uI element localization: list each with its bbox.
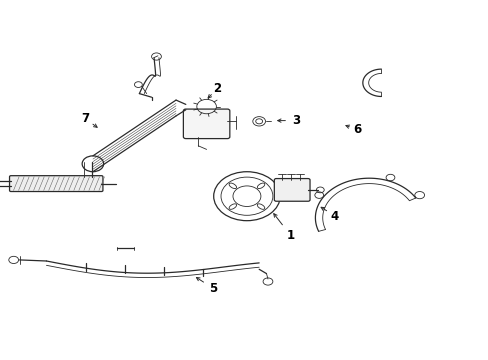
Text: 2: 2 — [213, 82, 221, 95]
Text: 6: 6 — [352, 123, 360, 136]
Text: 4: 4 — [330, 210, 338, 222]
Ellipse shape — [257, 204, 264, 209]
FancyBboxPatch shape — [274, 179, 309, 201]
Text: 1: 1 — [286, 229, 294, 242]
Text: 5: 5 — [208, 282, 216, 294]
Text: 7: 7 — [81, 112, 89, 125]
Ellipse shape — [257, 183, 264, 189]
FancyBboxPatch shape — [183, 109, 229, 139]
Ellipse shape — [229, 183, 236, 189]
Ellipse shape — [229, 204, 236, 209]
Text: 3: 3 — [291, 114, 299, 127]
FancyBboxPatch shape — [10, 176, 103, 192]
